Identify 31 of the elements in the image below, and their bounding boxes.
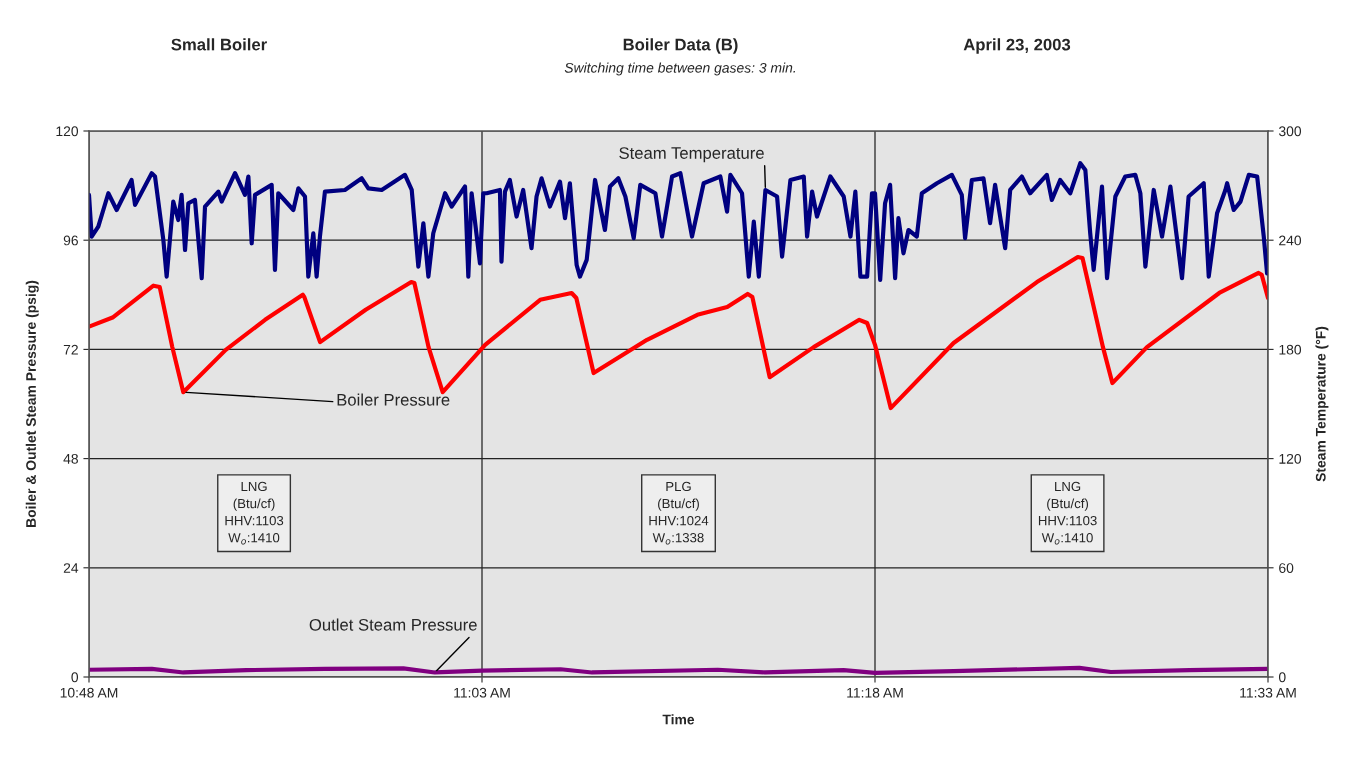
y2-tick-label: 0	[1278, 672, 1286, 683]
y-tick-label: 0	[71, 672, 79, 683]
annotation: PLG (Btu/cf) HHV:1024 W$_{o}$:1338	[649, 481, 709, 545]
chart-title: Boiler Data (B)	[623, 38, 738, 54]
x-axis-title: Time	[662, 714, 695, 725]
y2-axis-title: Steam Temperature (°F)	[1315, 326, 1329, 482]
y-axis-title: Boiler & Outlet Steam Pressure (psig)	[25, 280, 39, 527]
y-tick-label: 120	[56, 126, 79, 137]
x-tick-label: 11:03 AM	[454, 687, 510, 698]
series-label: Boiler Pressure	[337, 393, 450, 406]
y2-tick-label: 240	[1279, 235, 1302, 246]
x-tick-label: 11:33 AM	[1240, 687, 1296, 698]
text: Small Boiler	[171, 38, 267, 51]
chart-subtitle: Switching time between gases: 3 min.	[564, 62, 795, 76]
annotation: LNG (Btu/cf) HHV:1103 W$_{o}$:1410	[225, 481, 284, 545]
y-tick-label: 24	[63, 563, 79, 573]
line-series	[89, 161, 1268, 282]
series-label: Steam Temperature	[619, 147, 764, 163]
text: April 23, 2003	[963, 38, 1071, 54]
y-tick-label: 72	[63, 344, 78, 355]
y-tick-label: 96	[63, 235, 78, 246]
x-tick-label: 10:48 AM	[60, 687, 118, 698]
y2-tick-label: 60	[1279, 563, 1294, 573]
y2-tick-label: 180	[1279, 344, 1302, 355]
y2-tick-label: 300	[1278, 126, 1302, 137]
x-tick-label: 11:18 AM	[847, 687, 903, 698]
line-series	[89, 254, 1268, 411]
annotation: LNG (Btu/cf) HHV:1103 W$_{o}$:1410	[1038, 481, 1097, 545]
y-tick-label: 48	[63, 453, 78, 464]
y2-tick-label: 120	[1279, 453, 1302, 464]
text: Outlet Steam Pressure	[309, 618, 477, 631]
